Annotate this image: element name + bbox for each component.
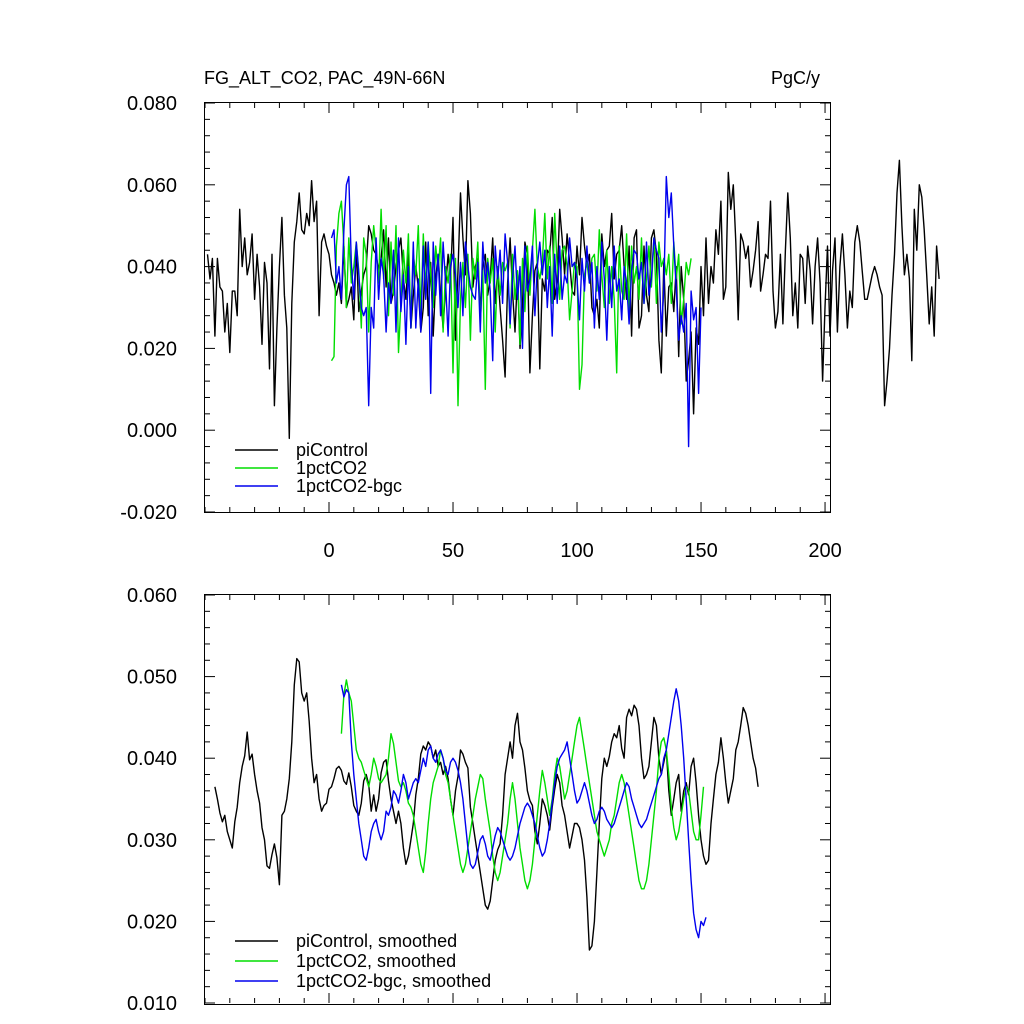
bottom-y-tick-label: 0.060 [127, 585, 177, 607]
bottom-legend-label: 1pctCO2-bgc, smoothed [296, 971, 491, 991]
bottom-series-3-line [340, 684, 707, 939]
top-panel-title: FG_ALT_CO2, PAC_49N-66N [204, 68, 445, 89]
top-x-tick-label: 50 [442, 540, 464, 562]
top-panel-units-label: PgC/y [771, 68, 820, 88]
bottom-series-1-line [214, 657, 759, 951]
bottom-y-tick-label: 0.050 [127, 667, 177, 689]
top-y-tick-label: 0.080 [127, 93, 177, 115]
top-panel-series [206, 159, 940, 448]
top-y-tick-label: 0.040 [127, 257, 177, 279]
top-x-tick-label: 0 [323, 540, 334, 562]
top-y-tick-label: 0.000 [127, 420, 177, 442]
top-x-tick-label: 150 [684, 540, 717, 562]
bottom-panel-ticks: 0.010 0.020 0.030 0.040 0.050 0.060 [127, 585, 830, 1015]
top-y-tick-label: 0.060 [127, 175, 177, 197]
bottom-y-tick-label: 0.010 [127, 993, 177, 1015]
top-legend-label: 1pctCO2 [296, 458, 367, 478]
bottom-panel-series [214, 657, 759, 951]
bottom-y-tick-label: 0.020 [127, 911, 177, 933]
top-y-tick-label: 0.020 [127, 338, 177, 360]
top-series-3-line [330, 175, 702, 448]
bottom-panel-frame [204, 594, 831, 1005]
top-series-1-line [206, 159, 940, 440]
top-panel-frame [204, 102, 831, 513]
bottom-legend-label: 1pctCO2, smoothed [296, 951, 456, 971]
bottom-y-tick-label: 0.040 [127, 748, 177, 770]
bottom-series-2-line [340, 679, 705, 890]
top-panel-ticks: 0 50 100 150 200 -0.020 0.000 0.020 0.040 0.060 0.… [120, 93, 841, 562]
top-y-tick-label: -0.020 [120, 502, 177, 524]
top-x-tick-label: 100 [560, 540, 593, 562]
bottom-y-tick-label: 0.030 [127, 830, 177, 852]
bottom-legend-label: piControl, smoothed [296, 931, 457, 951]
top-legend-label: piControl [296, 440, 368, 460]
top-x-tick-label: 200 [808, 540, 841, 562]
top-panel: FG_ALT_CO2, PAC_49N-66N PgC/y 0 50 100 150 2… [120, 68, 940, 562]
top-legend-label: 1pctCO2-bgc [296, 476, 402, 496]
bottom-panel: 0.010 0.020 0.030 0.040 0.050 0.060 piControl… [127, 585, 831, 1015]
